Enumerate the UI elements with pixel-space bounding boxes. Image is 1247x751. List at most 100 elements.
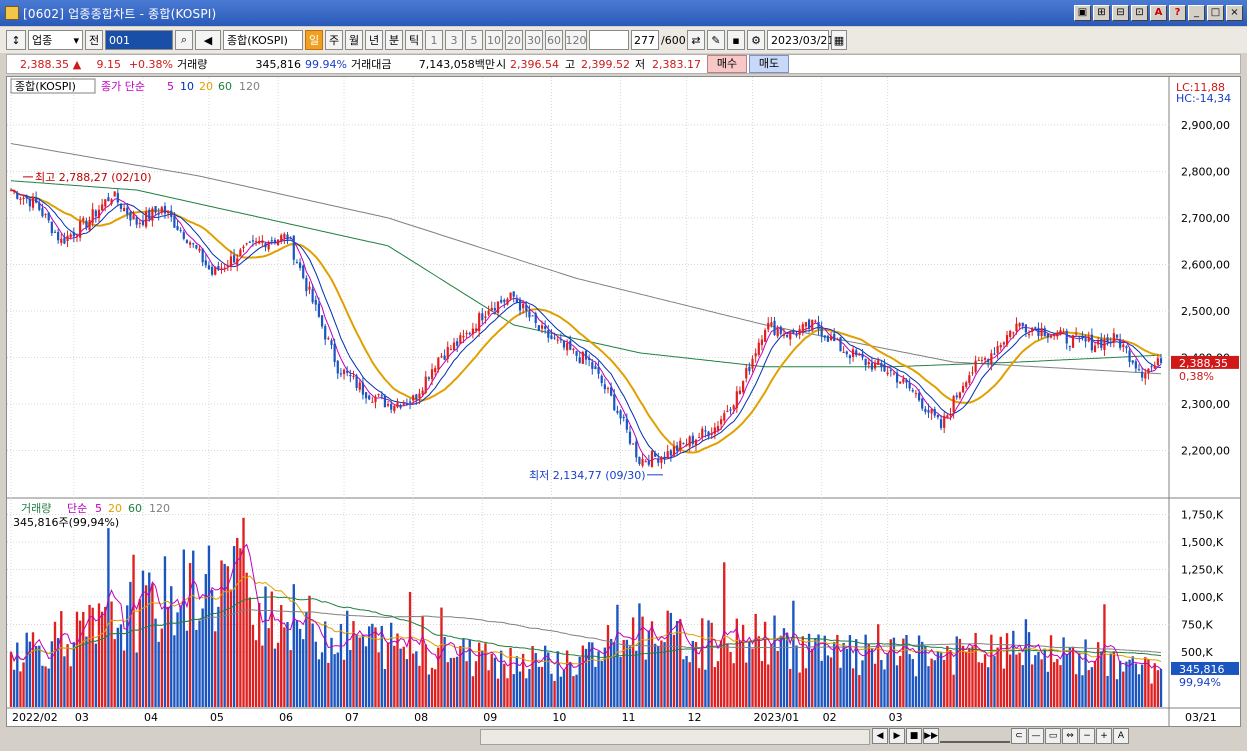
horizontal-scrollbar[interactable] [480, 729, 870, 745]
interval-1[interactable]: 1 [425, 30, 443, 50]
candle-body [44, 214, 47, 216]
candle-body [116, 192, 119, 203]
interval-60[interactable]: 60 [545, 30, 563, 50]
interval-custom-select[interactable] [589, 30, 629, 50]
interval-20[interactable]: 20 [505, 30, 523, 50]
count-input[interactable]: 277 [631, 30, 659, 50]
candle-body [654, 452, 657, 457]
volume-bar [462, 638, 465, 707]
volume-bar [368, 626, 371, 707]
market-select[interactable]: 업종 ▾ [28, 30, 83, 50]
volume-bar [965, 651, 968, 707]
chart-menu-icon[interactable]: ↕ [6, 30, 26, 50]
zoom-in-icon[interactable]: + [1096, 728, 1112, 744]
volume-bar [217, 606, 220, 707]
save-icon[interactable]: ▪ [727, 30, 745, 50]
chart-panel[interactable]: 2,900,00 2,800,00 2,700,00 2,600,00 2,500,00… [6, 76, 1241, 727]
volume-bar [930, 658, 933, 707]
price-volume-chart[interactable]: 2,900,00 2,800,00 2,700,00 2,600,00 2,500,00… [7, 77, 1240, 726]
pan-icon[interactable]: ⇔ [1062, 728, 1078, 744]
volume-bar [214, 631, 217, 707]
interval-10[interactable]: 10 [485, 30, 503, 50]
volume-bar [286, 622, 289, 707]
zoom-out-icon[interactable]: − [1079, 728, 1095, 744]
period-week[interactable]: 주 [325, 30, 343, 50]
layout-icon[interactable]: ⊞ [1093, 5, 1110, 21]
volume-bar [298, 628, 302, 707]
volume-bar [66, 644, 69, 707]
candle-body [69, 234, 72, 238]
zoom-slider[interactable] [940, 729, 1010, 743]
interval-120[interactable]: 120 [565, 30, 587, 50]
screen-icon[interactable]: ⊡ [1131, 5, 1148, 21]
candle-body [983, 358, 987, 360]
all-button[interactable]: 전 [85, 30, 103, 50]
volume-bar [939, 651, 943, 707]
candle-body [544, 326, 547, 329]
volume-bar [946, 646, 949, 707]
candle-body [355, 375, 358, 388]
candle-body [770, 322, 773, 326]
volume-bar [1156, 670, 1160, 707]
y-axis-labels: 2,900,00 2,800,00 2,700,00 2,600,00 2,500,00… [1181, 119, 1230, 659]
font-icon[interactable]: A [1113, 728, 1129, 744]
close-button[interactable]: × [1226, 5, 1243, 21]
fast-forward-icon[interactable]: ▶▶ [923, 728, 939, 744]
period-tick[interactable]: 틱 [405, 30, 423, 50]
sound-icon[interactable]: ◀ [195, 30, 221, 50]
period-year[interactable]: 년 [365, 30, 383, 50]
interval-30[interactable]: 30 [525, 30, 543, 50]
candle-body [1153, 365, 1156, 369]
candle-body [358, 382, 361, 390]
link-icon[interactable]: ⊂ [1011, 728, 1027, 744]
calendar-icon[interactable]: ▦ [831, 30, 847, 50]
gear-icon[interactable]: ⚙ [747, 30, 765, 50]
volume-ma60-line [10, 596, 1162, 662]
help-button[interactable]: ? [1169, 5, 1186, 21]
volume-bar [811, 648, 814, 707]
volume-bar [1090, 667, 1094, 707]
volume-bar [364, 646, 368, 707]
date-input[interactable]: 2023/03/21 [767, 30, 834, 50]
candle-body [748, 366, 751, 372]
minimize-button[interactable]: _ [1188, 5, 1205, 21]
maximize-button[interactable]: □ [1207, 5, 1224, 21]
candle-body [25, 196, 28, 199]
candle-body [716, 426, 720, 431]
current-pct-label: 0,38% [1179, 370, 1214, 383]
scroll-left-icon[interactable]: ◀ [872, 728, 888, 744]
period-day[interactable]: 일 [305, 30, 323, 50]
candle-body [1087, 337, 1090, 342]
split-icon[interactable]: ⊟ [1112, 5, 1129, 21]
volume-legend: 거래량 단순 5 20 60 120 345,816주(99,94%) [13, 502, 170, 529]
buy-button[interactable]: 매수 [707, 55, 747, 73]
candle-body [606, 388, 610, 390]
volume-bar [814, 638, 817, 707]
volume-bar [358, 637, 361, 707]
volume-bar [273, 648, 277, 707]
play-icon[interactable]: ▶ [889, 728, 905, 744]
volume-bar [789, 668, 792, 707]
interval-3[interactable]: 3 [445, 30, 463, 50]
volume-bar [537, 666, 541, 707]
volume-bar [525, 678, 528, 707]
period-minute[interactable]: 분 [385, 30, 403, 50]
search-icon[interactable]: ⌕ [175, 30, 193, 50]
volume-bar [1002, 668, 1006, 707]
draw-icon[interactable]: ✎ [707, 30, 725, 50]
line-icon[interactable]: — [1028, 728, 1044, 744]
sell-button[interactable]: 매도 [749, 55, 789, 73]
high-value: 2,399.52 [581, 57, 630, 71]
period-month[interactable]: 월 [345, 30, 363, 50]
font-size-button[interactable]: A [1150, 5, 1167, 21]
code-input[interactable]: 001 [105, 30, 173, 50]
link-icon[interactable]: ▣ [1074, 5, 1091, 21]
ma60-line [10, 180, 1162, 368]
interval-5[interactable]: 5 [465, 30, 483, 50]
stop-icon[interactable]: ■ [906, 728, 922, 744]
volume-bar [302, 639, 305, 707]
swap-icon[interactable]: ⇄ [687, 30, 705, 50]
volume-bar [990, 634, 993, 707]
candle-body [946, 415, 949, 418]
screen-icon[interactable]: ▭ [1045, 728, 1061, 744]
